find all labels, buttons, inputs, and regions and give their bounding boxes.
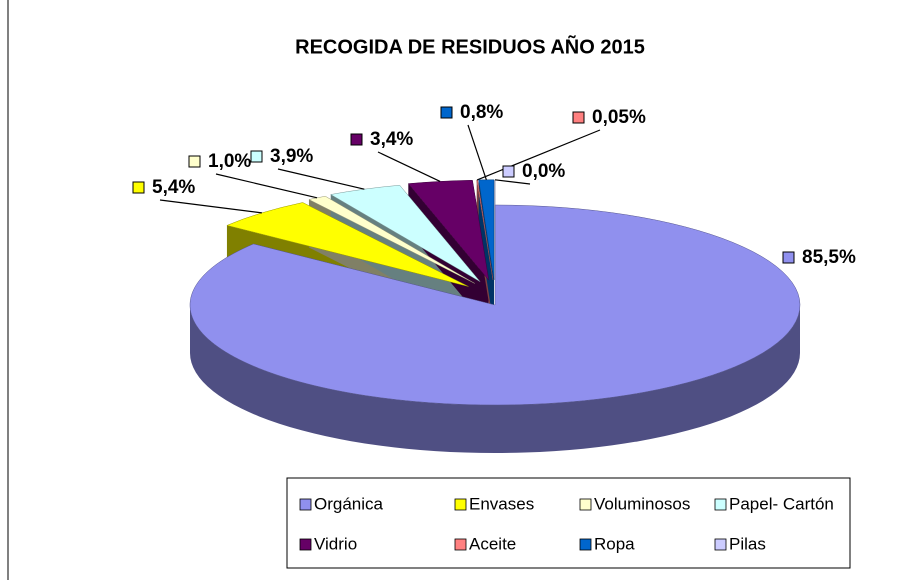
data-label: 0,8% [460, 102, 503, 123]
label-marker [572, 111, 585, 124]
label-marker [502, 165, 515, 178]
legend-swatch [299, 538, 312, 551]
data-label: 5,4% [152, 177, 195, 198]
label-marker [132, 181, 145, 194]
legend-label: Voluminosos [594, 494, 690, 513]
leader-line [215, 173, 318, 199]
slice [407, 180, 490, 281]
legend-swatch [714, 538, 727, 551]
legend-swatch [579, 498, 592, 511]
legend-swatch [714, 498, 727, 511]
legend-label: Ropa [594, 534, 635, 553]
leader-line [476, 129, 601, 181]
leader-line [467, 124, 487, 181]
slice [226, 202, 469, 287]
data-label: 3,9% [270, 146, 313, 167]
chart-title: RECOGIDA DE RESIDUOS AÑO 2015 [295, 35, 645, 58]
label-marker [440, 106, 453, 119]
label-marker [188, 155, 201, 168]
slice [189, 204, 801, 406]
leader-line [494, 179, 531, 185]
legend-label: Orgánica [314, 494, 384, 513]
data-label: 1,0% [208, 151, 251, 172]
legend-label: Vidrio [314, 534, 357, 553]
legend-swatch [454, 538, 467, 551]
leader-line [277, 168, 365, 190]
label-marker [350, 133, 363, 146]
legend-swatch [454, 498, 467, 511]
label-marker [250, 150, 263, 163]
legend-label: Papel- Cartón [729, 494, 834, 513]
legend-box [286, 477, 851, 569]
data-label: 0,0% [522, 161, 565, 182]
slice-side [190, 305, 800, 453]
leader-line [377, 151, 441, 182]
data-label: 0,05% [592, 107, 646, 128]
label-marker [782, 251, 795, 264]
legend-label: Envases [469, 494, 534, 513]
data-label: 3,4% [370, 129, 413, 150]
data-label: 85,5% [802, 247, 856, 268]
legend-label: Pilas [729, 534, 766, 553]
legend-swatch [579, 538, 592, 551]
leader-line [159, 199, 262, 214]
legend-label: Aceite [469, 534, 516, 553]
legend-swatch [299, 498, 312, 511]
